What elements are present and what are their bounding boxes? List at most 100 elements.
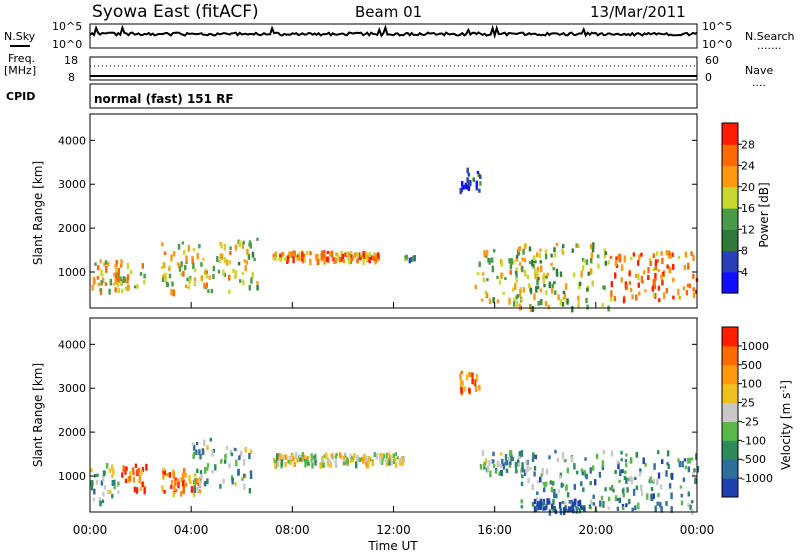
data-cell xyxy=(251,251,255,258)
data-cell xyxy=(634,273,638,278)
data-cell xyxy=(562,290,566,295)
data-cell xyxy=(237,261,241,266)
data-cell xyxy=(249,470,253,474)
data-cell xyxy=(477,173,480,177)
data-cell xyxy=(385,452,389,458)
data-cell xyxy=(373,451,376,458)
data-cell xyxy=(133,486,137,493)
data-cell xyxy=(681,461,684,468)
data-cell xyxy=(500,452,503,456)
data-cell xyxy=(618,479,621,483)
data-cell xyxy=(96,473,99,477)
colorbar-segment xyxy=(722,250,738,273)
data-cell xyxy=(365,257,369,262)
colorbar-tick-label: 28 xyxy=(741,138,755,151)
data-cell xyxy=(93,488,96,495)
data-cell xyxy=(551,503,554,510)
data-cell xyxy=(182,250,186,256)
data-cell xyxy=(561,483,565,487)
data-cell xyxy=(284,454,288,460)
data-cell xyxy=(342,258,346,264)
data-cell xyxy=(220,459,223,464)
data-cell xyxy=(350,250,353,257)
data-cell xyxy=(330,453,333,458)
data-cell xyxy=(625,477,628,484)
data-cell xyxy=(656,259,659,263)
data-cell xyxy=(359,256,362,261)
colorbar-tick-label: 100 xyxy=(741,378,762,391)
data-cell xyxy=(292,457,295,461)
data-cell xyxy=(552,267,555,271)
data-cell xyxy=(644,289,647,293)
data-cell xyxy=(183,468,186,474)
data-cell xyxy=(322,458,325,463)
data-cell xyxy=(204,466,207,474)
data-cell xyxy=(504,454,508,461)
sky-noise-line xyxy=(89,24,698,40)
data-cell xyxy=(521,257,524,262)
data-cell xyxy=(166,473,169,477)
data-cell xyxy=(186,277,189,282)
data-cell xyxy=(162,474,165,480)
data-cell xyxy=(275,458,279,463)
data-cell xyxy=(198,449,201,456)
data-cell xyxy=(90,484,94,491)
data-cell xyxy=(478,261,481,267)
data-cell xyxy=(531,484,534,491)
data-cell xyxy=(342,455,346,461)
data-cell xyxy=(560,248,564,253)
data-cell xyxy=(683,458,687,462)
nave-label: Nave xyxy=(745,64,773,77)
data-cell xyxy=(311,462,314,469)
data-cell xyxy=(111,464,114,471)
colorbar-segment xyxy=(722,364,738,385)
data-cell xyxy=(566,492,570,498)
data-cell xyxy=(113,272,116,277)
data-cell xyxy=(642,457,645,464)
data-cell xyxy=(174,488,178,493)
data-cell xyxy=(212,274,215,280)
data-cell xyxy=(551,283,554,289)
data-cell xyxy=(553,252,557,258)
data-cell xyxy=(577,500,580,507)
data-cell xyxy=(687,466,691,473)
data-cell xyxy=(602,285,605,289)
data-cell xyxy=(120,288,124,294)
data-cell xyxy=(677,288,680,296)
data-cell xyxy=(665,287,668,294)
data-cell xyxy=(185,255,188,262)
data-cell xyxy=(241,243,245,249)
data-cell xyxy=(523,269,527,277)
data-cell xyxy=(603,254,606,259)
data-cell xyxy=(600,495,604,500)
data-cell xyxy=(544,301,548,307)
data-cell xyxy=(629,475,632,483)
noise-left-label: N.Sky xyxy=(4,30,36,43)
data-cell xyxy=(237,469,240,476)
data-cell xyxy=(588,504,592,509)
data-cell xyxy=(100,480,104,486)
data-cell xyxy=(635,485,639,490)
data-cell xyxy=(494,469,498,474)
colorbar-tick-label: 24 xyxy=(741,160,755,173)
data-cell xyxy=(194,473,197,478)
data-cell xyxy=(486,292,489,298)
data-cell xyxy=(344,252,347,257)
data-cell xyxy=(529,466,532,471)
data-cell xyxy=(565,486,568,491)
y-tick-label: 4000 xyxy=(58,134,86,147)
data-cell xyxy=(517,246,521,252)
nave-top-tick: 60 xyxy=(705,54,719,67)
data-cell xyxy=(585,259,589,265)
x-tick-label: 08:00 xyxy=(275,523,310,537)
data-cell xyxy=(573,484,576,490)
data-cell xyxy=(290,453,294,458)
data-cell xyxy=(462,185,465,190)
data-cell xyxy=(349,257,353,264)
data-cell xyxy=(323,257,326,264)
data-cell xyxy=(541,467,544,474)
data-cell xyxy=(182,270,185,277)
data-cell xyxy=(660,274,663,281)
data-cell xyxy=(203,282,206,289)
data-cell xyxy=(141,467,145,472)
